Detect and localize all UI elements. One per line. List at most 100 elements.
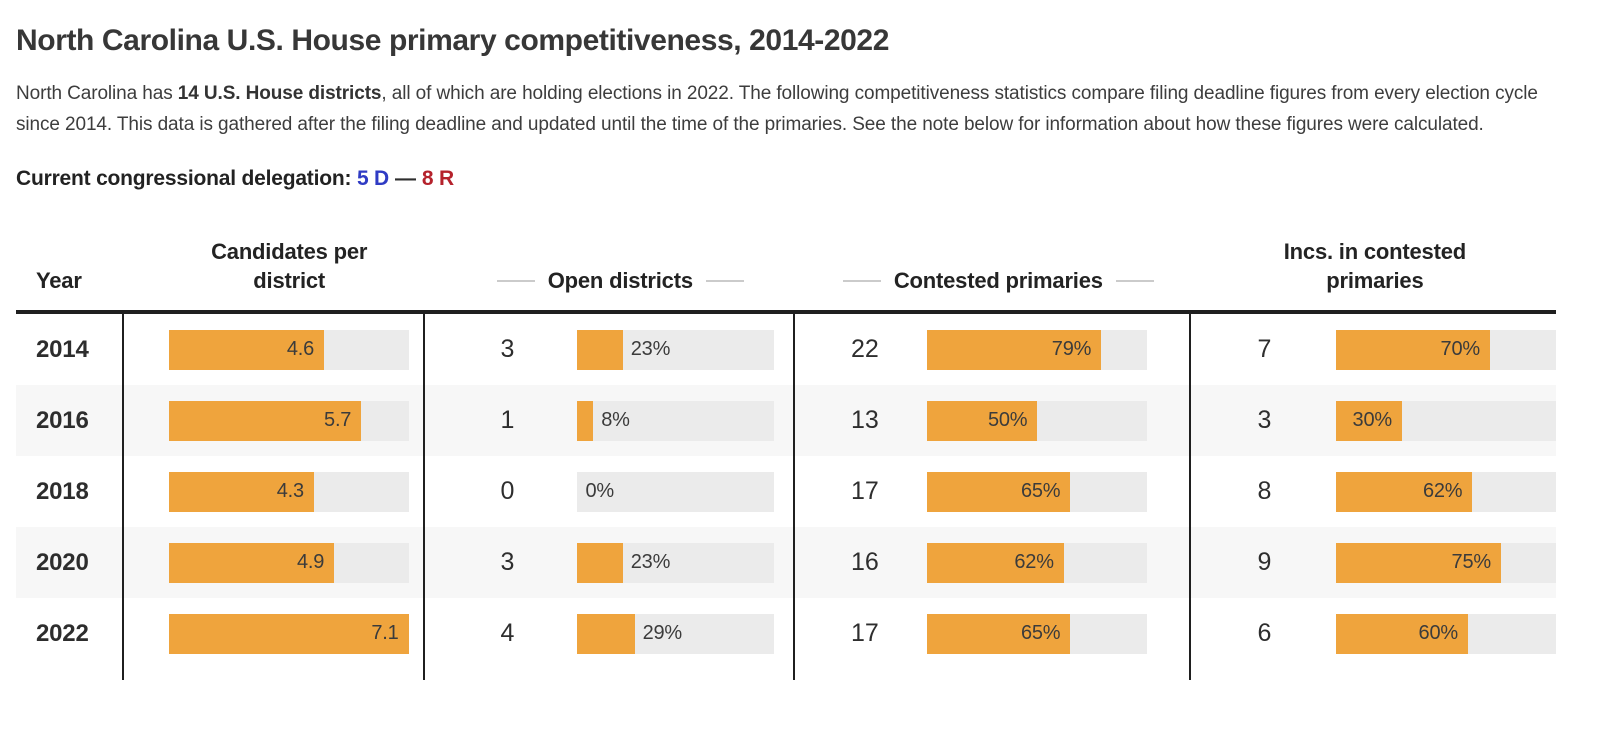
count-value: 3 (500, 548, 515, 576)
column-divider (793, 314, 795, 680)
open-districts-cell: 1 8% (437, 385, 802, 456)
incs-in-contested-cell: 7 70% (1193, 314, 1556, 385)
bar-value-label: 65% (1020, 480, 1061, 502)
open-districts-cell: 4 29% (437, 598, 802, 669)
header-dash-icon (496, 279, 535, 282)
bar-fill (577, 329, 623, 370)
bar-fill (927, 400, 1038, 441)
bar-track: 4.3 (168, 471, 409, 512)
incs-in-contested-cell: 6 60% (1193, 598, 1556, 669)
bar-value-label: 0% (585, 480, 614, 502)
candidates-per-district-cell: 7.1 (141, 598, 438, 669)
count-value: 9 (1257, 548, 1272, 576)
bar-value-label: 4.6 (286, 338, 315, 360)
column-header-incs-contested: Incs. in contested primaries (1194, 237, 1556, 295)
bar-track: 70% (1335, 329, 1556, 370)
open-districts-cell: 3 23% (437, 527, 802, 598)
bar-fill (1335, 329, 1490, 370)
bar-fill (577, 613, 635, 654)
bar-track: 23% (577, 542, 775, 583)
page: North Carolina U.S. House primary compet… (16, 24, 1556, 680)
bar-value-label: 5.7 (324, 409, 352, 431)
count-value: 13 (850, 406, 879, 434)
header-dash-icon (1115, 279, 1154, 282)
bar-track: 60% (1335, 613, 1556, 654)
bar-fill (168, 400, 362, 441)
bar-value-label: 50% (987, 409, 1028, 431)
bar-track: 30% (1335, 400, 1556, 441)
delegation-republicans: 8 R (421, 167, 454, 190)
delegation-label: Current congressional delegation: (16, 167, 352, 190)
table-body: 2014 4.6 3 23% 22 79% 7 70% 2016 5.7 1 8% 13 50% 3 30% 2… (16, 314, 1556, 680)
column-header-contested-group: Contested primaries (830, 266, 1167, 295)
bar-fill (577, 542, 623, 583)
year-cell: 2014 (36, 335, 89, 363)
table-row-2022: 2022 7.1 4 29% 17 65% 6 60% (16, 598, 1556, 669)
bar-track: 4.9 (168, 542, 409, 583)
count-value: 17 (850, 619, 879, 647)
column-header-open-group: Open districts (484, 266, 757, 295)
year-cell: 2016 (36, 406, 89, 434)
bar-fill (1335, 400, 1402, 441)
column-header-candidates-per-district: Candidates per district (141, 237, 438, 295)
bar-value-label: 4.3 (276, 480, 304, 502)
table-header-row: Year Candidates per district Open distri… (16, 237, 1556, 314)
delegation-democrats: 5 D (356, 167, 390, 190)
year-cell: 2022 (36, 619, 89, 647)
incs-in-contested-cell: 9 75% (1193, 527, 1556, 598)
bar-track: 50% (927, 400, 1148, 441)
bar-fill (168, 471, 314, 512)
count-value: 3 (1257, 406, 1272, 434)
incs-in-contested-cell: 8 62% (1193, 456, 1556, 527)
column-header-contested-label: Contested primaries (893, 268, 1103, 293)
contested-primaries-cell: 17 65% (802, 456, 1193, 527)
count-value: 1 (500, 406, 515, 434)
contested-primaries-cell: 16 62% (802, 527, 1193, 598)
bar-fill (577, 400, 594, 441)
bar-value-label: 75% (1451, 551, 1492, 573)
table-row-2016: 2016 5.7 1 8% 13 50% 3 30% (16, 385, 1556, 456)
count-value: 22 (850, 335, 879, 363)
column-divider (1189, 314, 1191, 680)
bar-value-label: 4.9 (296, 551, 325, 573)
bar-value-label: 30% (1352, 409, 1393, 431)
bar-fill (927, 542, 1064, 583)
year-cell: 2018 (36, 477, 89, 505)
bar-value-label: 60% (1418, 622, 1459, 644)
bar-value-label: 7.1 (371, 622, 399, 644)
bar-fill (927, 329, 1102, 370)
page-title: North Carolina U.S. House primary compet… (16, 24, 889, 57)
bar-track: 65% (927, 613, 1148, 654)
column-divider (423, 314, 425, 680)
bar-fill (1335, 613, 1468, 654)
count-value: 17 (850, 477, 879, 505)
column-header-year-label: Year (36, 268, 82, 293)
open-districts-cell: 0 0% (437, 456, 802, 527)
candidates-per-district-cell: 4.6 (141, 314, 438, 385)
bar-value-label: 62% (1422, 480, 1463, 502)
primary-competitiveness-table: Year Candidates per district Open distri… (16, 237, 1556, 680)
count-value: 7 (1257, 335, 1272, 363)
bar-value-label: 62% (1014, 551, 1054, 573)
column-header-contested-primaries: Contested primaries (803, 266, 1194, 295)
bar-track: 23% (577, 329, 775, 370)
bar-fill (1335, 542, 1501, 583)
count-value: 16 (850, 548, 879, 576)
column-header-incs-label: Incs. in contested primaries (1283, 239, 1466, 293)
contested-primaries-cell: 22 79% (802, 314, 1193, 385)
year-cell: 2020 (36, 548, 89, 576)
bar-value-label: 65% (1020, 622, 1061, 644)
table-row-2018: 2018 4.3 0 0% 17 65% 8 62% (16, 456, 1556, 527)
count-value: 6 (1257, 619, 1272, 647)
incs-in-contested-cell: 3 30% (1193, 385, 1556, 456)
column-header-open-label: Open districts (547, 268, 693, 293)
table-row-2020: 2020 4.9 3 23% 16 62% 9 75% (16, 527, 1556, 598)
bar-track: 4.6 (168, 329, 409, 370)
bar-fill (168, 329, 325, 370)
bar-value-label: 8% (601, 409, 630, 431)
intro-text-start: North Carolina has (16, 83, 178, 104)
column-divider (122, 314, 124, 680)
bar-track: 79% (927, 329, 1148, 370)
header-dash-icon (705, 279, 744, 282)
bar-track: 0% (577, 471, 775, 512)
